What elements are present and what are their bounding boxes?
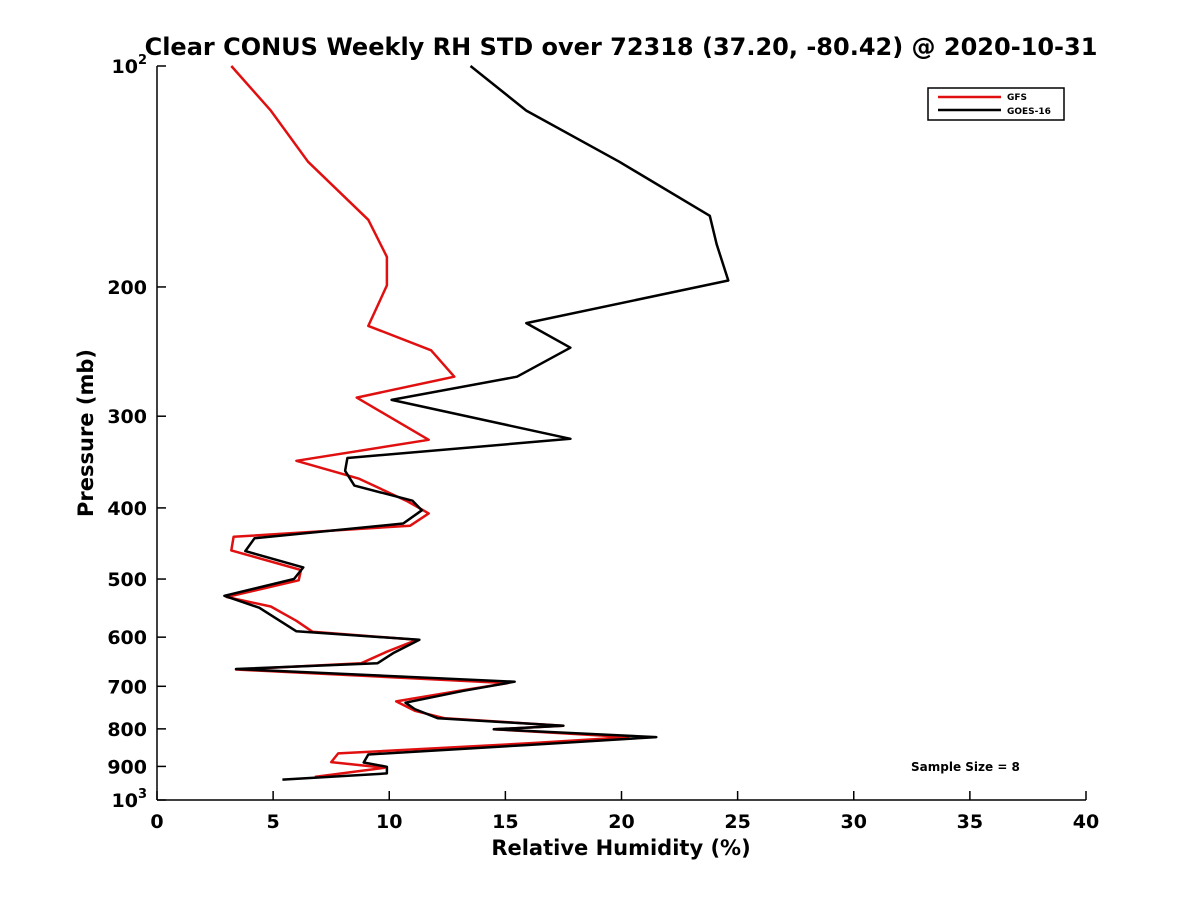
x-ticks: 0 5 10 15 20 25 30 35 40: [150, 791, 1099, 833]
y-tick-label: 102: [112, 53, 148, 78]
legend-label-goes16: GOES-16: [1007, 107, 1051, 117]
y-tick-label: 200: [107, 277, 147, 299]
x-axis-label: Relative Humidity (%): [491, 836, 750, 860]
x-tick-label: 25: [724, 811, 750, 833]
y-tick-label: 900: [107, 756, 147, 778]
y-tick-label: 800: [107, 719, 147, 741]
series-lines: [223, 65, 730, 781]
x-tick-label: 0: [150, 811, 163, 833]
x-tick-label: 40: [1073, 811, 1099, 833]
y-axis-label: Pressure (mb): [74, 349, 98, 517]
y-tick-label: 400: [107, 498, 147, 520]
x-tick-label: 10: [376, 811, 402, 833]
y-ticks: 102 200 300 400 500 600 700 800 900 103: [107, 53, 166, 812]
y-tick-label: 700: [107, 676, 147, 698]
y-tick-label: 500: [107, 569, 147, 591]
y-tick-label: 300: [107, 406, 147, 428]
chart-title: Clear CONUS Weekly RH STD over 72318 (37…: [145, 33, 1098, 61]
sample-size-annotation: Sample Size = 8: [911, 760, 1020, 774]
x-tick-label: 5: [267, 811, 280, 833]
y-tick-label: 600: [107, 627, 147, 649]
x-tick-label: 15: [492, 811, 518, 833]
x-tick-label: 20: [608, 811, 634, 833]
legend-box: [927, 87, 1065, 121]
x-tick-label: 30: [841, 811, 867, 833]
series-line-goes16: [223, 65, 730, 781]
y-tick-label: 103: [112, 787, 148, 812]
x-tick-label: 35: [957, 811, 983, 833]
legend: GFS GOES-16: [927, 87, 1065, 121]
legend-label-gfs: GFS: [1007, 93, 1027, 103]
